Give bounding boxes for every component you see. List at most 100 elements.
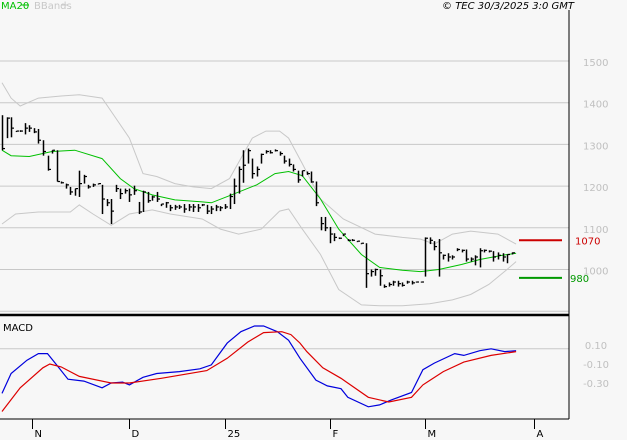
price-bar — [497, 252, 501, 260]
price-bar — [101, 184, 105, 215]
legend-ma20: MA20 — [1, 1, 29, 12]
price-bar — [451, 255, 455, 260]
price-bar — [374, 268, 378, 276]
price-bar — [433, 241, 437, 251]
price-bar — [238, 166, 242, 194]
price-bar — [56, 150, 60, 183]
price-bar — [87, 184, 91, 189]
x-tick-label: N — [35, 429, 42, 440]
price-bar — [292, 164, 296, 172]
price-bar — [506, 253, 510, 264]
price-bar — [274, 149, 278, 152]
price-bar — [224, 204, 228, 210]
price-bar — [138, 201, 142, 215]
bollinger-bands — [1, 82, 517, 307]
axis-labels: 1000 1100 1200 1300 1400 1500 0.10 -0.10 -0.30 N D… — [32, 58, 609, 440]
price-bar — [229, 193, 233, 210]
y-tick-label: 1100 — [583, 225, 608, 236]
price-bar — [411, 280, 415, 285]
price-bar — [283, 155, 287, 164]
price-bar — [406, 280, 410, 284]
ma20-path — [1, 149, 517, 273]
price-bar — [420, 281, 424, 283]
price-bar — [492, 251, 496, 262]
price-bar — [6, 117, 10, 139]
price-bar — [65, 183, 69, 189]
price-bar — [42, 140, 46, 156]
price-bar — [251, 158, 255, 179]
price-bar — [465, 249, 469, 262]
price-bars — [1, 115, 515, 288]
price-bar — [306, 171, 310, 175]
price-levels: 1070 980 — [519, 236, 600, 285]
price-bar — [279, 151, 283, 156]
x-tick-label: D — [132, 429, 140, 440]
price-bar — [178, 204, 182, 210]
price-bar — [10, 117, 14, 138]
price-bar — [147, 191, 151, 203]
price-bar — [474, 255, 478, 266]
price-bar — [483, 249, 487, 253]
price-bar — [351, 239, 355, 242]
price-bar — [233, 178, 237, 205]
price-bar — [133, 185, 137, 195]
price-bar — [128, 188, 132, 202]
price-bar — [201, 204, 205, 207]
macd-line — [1, 325, 517, 408]
y-tick-label: 1200 — [583, 183, 608, 194]
price-bar — [24, 123, 28, 135]
price-bar — [502, 253, 506, 262]
price-bar — [370, 269, 374, 277]
macd-panel — [0, 325, 569, 412]
price-bar — [1, 115, 5, 151]
price-bar — [15, 130, 19, 133]
price-bar — [97, 182, 101, 185]
price-bar — [119, 188, 123, 200]
price-bar — [33, 128, 37, 134]
price-bar — [488, 250, 492, 253]
price-bar — [219, 206, 223, 212]
price-bar — [83, 174, 87, 184]
macd-title: MACD — [3, 323, 33, 334]
price-bar — [342, 233, 346, 237]
signal-line — [1, 331, 517, 412]
price-bar — [60, 181, 64, 184]
price-bar — [365, 243, 369, 288]
x-tick-label: M — [428, 429, 437, 440]
price-bar — [74, 188, 78, 196]
price-bar — [415, 281, 419, 283]
price-bar — [297, 170, 301, 183]
y-tick-label: 1500 — [583, 58, 608, 69]
price-bar — [210, 206, 214, 215]
price-bar — [47, 155, 51, 171]
price-bar — [69, 186, 73, 195]
price-bar — [110, 199, 114, 225]
price-bar — [92, 183, 96, 187]
x-tick-label: F — [333, 429, 339, 440]
price-bar — [479, 248, 483, 268]
price-bar — [174, 204, 178, 210]
price-bar — [124, 188, 128, 194]
price-bar — [256, 166, 260, 177]
price-bar — [78, 170, 82, 197]
price-bar — [142, 190, 146, 212]
price-bar — [301, 170, 305, 177]
x-tick-label: A — [537, 429, 544, 440]
macd-y-tick-label: 0.10 — [585, 341, 607, 352]
level-label-resistance: 1070 — [575, 236, 600, 247]
price-bar — [19, 130, 23, 132]
y-tick-label: 1400 — [583, 100, 608, 111]
price-bar — [511, 252, 515, 255]
macd-y-tick-label: -0.10 — [583, 360, 609, 371]
price-bar — [333, 233, 337, 242]
price-bar — [160, 203, 164, 207]
price-bar — [197, 204, 201, 212]
price-bar — [106, 199, 110, 207]
legend-bbands: BBands — [34, 1, 72, 12]
price-bar — [269, 150, 273, 154]
price-bar — [356, 240, 360, 243]
price-bar — [383, 284, 387, 288]
price-bar — [424, 237, 428, 277]
